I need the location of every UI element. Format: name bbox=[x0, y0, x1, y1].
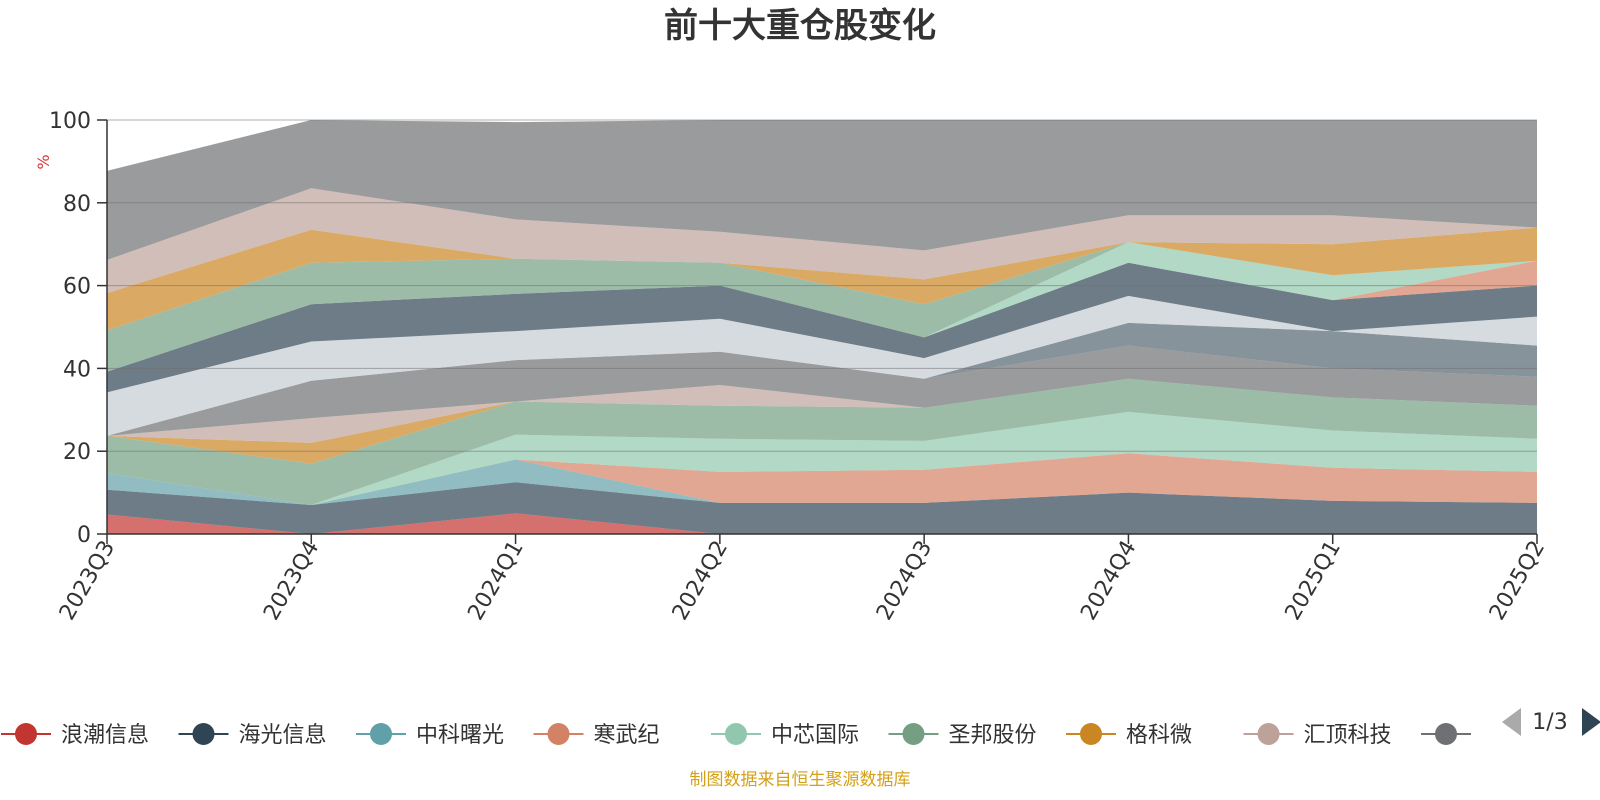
y-tick-label: 40 bbox=[63, 357, 91, 382]
legend-marker[interactable] bbox=[15, 723, 37, 745]
legend-marker[interactable] bbox=[1257, 723, 1280, 745]
area-series-10 bbox=[107, 322, 1537, 436]
y-tick-label: 20 bbox=[63, 440, 91, 465]
area-series-12 bbox=[107, 262, 1537, 393]
area-series-8 bbox=[107, 378, 1537, 443]
legend-label[interactable]: 中科曙光 bbox=[416, 723, 504, 748]
legend-label[interactable]: 汇顶科技 bbox=[1304, 723, 1392, 748]
area-series-2 bbox=[107, 482, 1537, 534]
axes bbox=[106, 120, 1537, 535]
legend-marker[interactable] bbox=[370, 723, 392, 745]
area-series-11 bbox=[107, 295, 1537, 436]
x-tick-label: 2024Q4 bbox=[1076, 537, 1141, 625]
x-tick-label: 2025Q1 bbox=[1281, 537, 1346, 625]
legend-prev-page-icon[interactable] bbox=[1502, 708, 1521, 736]
legend-marker[interactable] bbox=[1080, 723, 1102, 745]
area-series-group bbox=[107, 120, 1537, 534]
data-source-footer: 制图数据来自恒生聚源数据库 bbox=[690, 770, 911, 790]
area-series-18 bbox=[107, 120, 1537, 260]
x-tick-label: 2024Q2 bbox=[668, 537, 733, 625]
y-axis-unit-label: % bbox=[34, 154, 53, 169]
y-tick-label: 60 bbox=[63, 275, 91, 300]
legend: 浪潮信息 海光信息 中科曙光 寒武纪 中芯国际 圣邦股份 格科微 汇顶科技 北方华 bbox=[1, 723, 1471, 748]
legend-label[interactable]: 海光信息 bbox=[239, 723, 327, 748]
legend-page-indicator: 1/3 bbox=[1532, 710, 1567, 735]
area-series-1 bbox=[107, 513, 1537, 534]
chart-title: 前十大重仓股变化 bbox=[664, 6, 936, 46]
area-series-15 bbox=[107, 242, 1537, 372]
area-series-7 bbox=[107, 378, 1537, 464]
legend-marker[interactable] bbox=[547, 723, 570, 745]
area-series-6 bbox=[107, 378, 1537, 505]
x-tick-label: 2023Q4 bbox=[259, 537, 324, 625]
area-series-4 bbox=[107, 453, 1537, 505]
area-series-16 bbox=[107, 227, 1537, 331]
x-tick-label: 2024Q1 bbox=[463, 537, 528, 625]
legend-label[interactable]: 格科微 bbox=[1126, 723, 1192, 748]
y-tick-label: 0 bbox=[77, 523, 91, 548]
grid-lines bbox=[107, 119, 1537, 452]
legend-next-page-icon[interactable] bbox=[1582, 708, 1600, 736]
legend-label[interactable]: 寒武纪 bbox=[594, 723, 660, 748]
x-axis-ticks: 2023Q3 2023Q4 2024Q1 2024Q2 2024Q3 2024Q4 2025… bbox=[55, 534, 1550, 625]
x-tick-label: 2024Q3 bbox=[872, 537, 937, 625]
area-series-17 bbox=[107, 188, 1537, 294]
legend-marker[interactable] bbox=[725, 723, 747, 745]
area-series-5 bbox=[107, 411, 1537, 505]
x-tick-label: 2023Q3 bbox=[55, 537, 120, 625]
x-tick-label: 2025Q2 bbox=[1485, 537, 1550, 625]
legend-marker[interactable] bbox=[902, 723, 925, 745]
legend-label[interactable]: 浪潮信息 bbox=[61, 723, 149, 748]
y-tick-label: 100 bbox=[49, 109, 91, 134]
y-axis-ticks: 0 20 40 60 80 100 bbox=[49, 109, 107, 548]
legend-marker[interactable] bbox=[1435, 723, 1457, 745]
legend-label[interactable]: 中芯国际 bbox=[771, 723, 859, 748]
legend-label[interactable]: 圣邦股份 bbox=[949, 723, 1037, 748]
legend-marker[interactable] bbox=[192, 723, 215, 745]
legend-pager: 1/3 bbox=[1502, 708, 1600, 736]
y-tick-label: 80 bbox=[63, 192, 91, 217]
